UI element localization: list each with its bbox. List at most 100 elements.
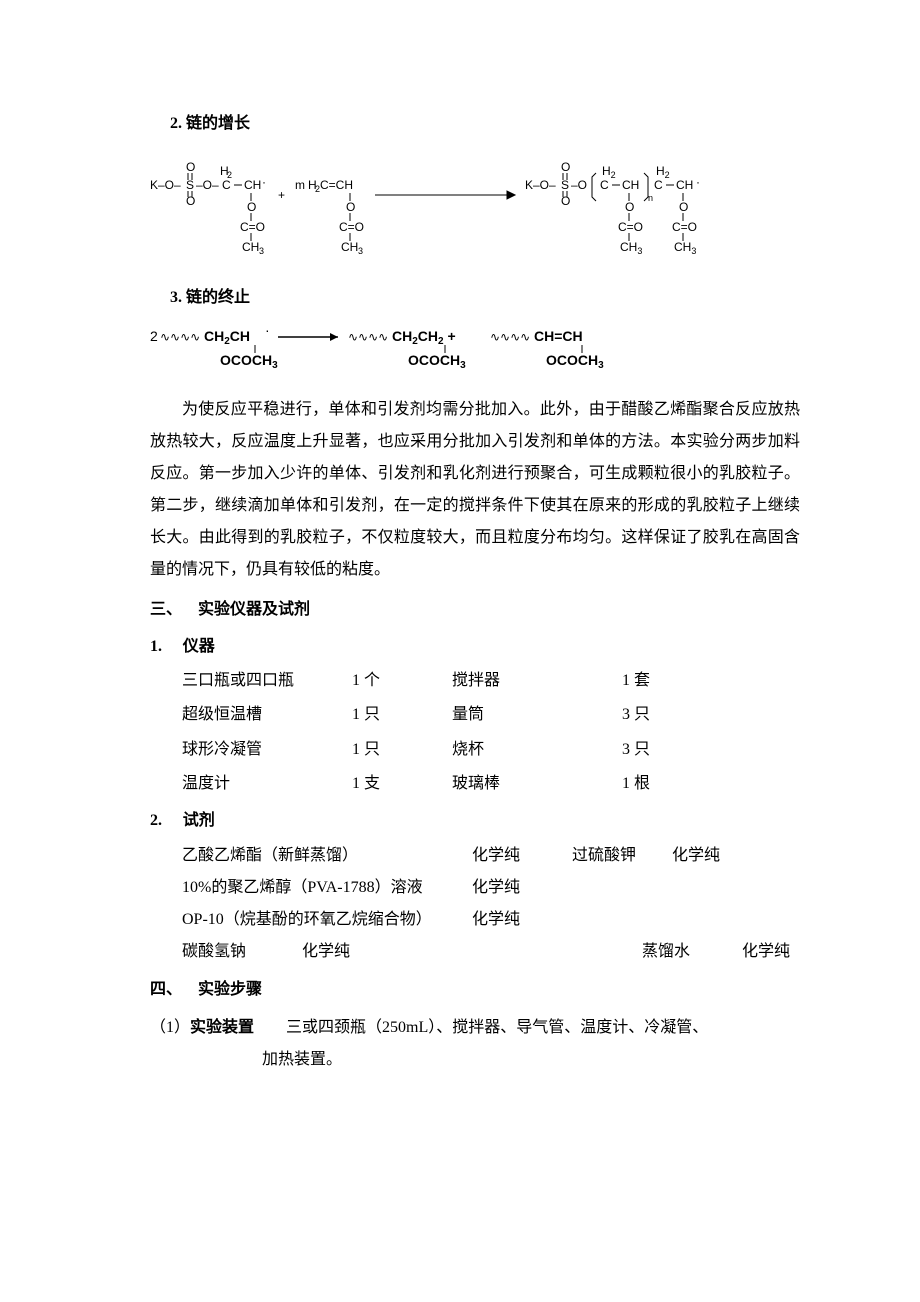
svg-text:O: O — [679, 200, 688, 214]
instruments-heading: 1. 仪器 — [150, 632, 800, 662]
table-cell: 1 根 — [622, 769, 682, 799]
svg-text:C=O: C=O — [672, 220, 697, 234]
svg-text:O: O — [625, 200, 634, 214]
svg-text:CH2CH: CH2CH — [204, 328, 250, 347]
r1-side-o: O — [247, 200, 256, 214]
r1-dash: –O– — [196, 178, 219, 192]
r1-ch: CH — [244, 178, 261, 192]
t-wavy1: ∿∿∿∿ — [160, 330, 200, 344]
p-repeat-c: C — [600, 178, 609, 192]
body-paragraph-1: 为使反应平稳进行，单体和引发剂均需分批加入。此外，由于醋酸乙烯酯聚合反应放热放热… — [150, 394, 800, 586]
table-cell: 温度计 — [182, 769, 312, 799]
instruments-table: 三口瓶或四口瓶 1 个 搅拌器 1 套 超级恒温槽 1 只 量筒 3 只 球形冷… — [182, 666, 800, 800]
sec3-num: 三、 — [150, 601, 182, 618]
table-row: 10%的聚乙烯醇（PVA-1788）溶液 化学纯 — [182, 872, 800, 904]
section-2-heading: 2. 链的增长 — [170, 110, 800, 139]
reagent-label: 试剂 — [183, 812, 215, 829]
section-3-term-heading: 3. 链的终止 — [170, 284, 800, 313]
svg-text:CH=CH: CH=CH — [534, 328, 583, 344]
table-cell: 化学纯 — [472, 840, 562, 872]
step1-num: （1） — [150, 1019, 190, 1036]
table-cell — [672, 872, 762, 904]
table-cell: 球形冷凝管 — [182, 735, 312, 765]
svg-text:CH3: CH3 — [674, 240, 696, 256]
chain-termination-scheme: 2 ∿∿∿∿ CH2CH · OCOCH3 ∿∿∿∿ CH2CH2 + OCOC… — [150, 323, 800, 384]
table-cell: 化学纯 — [472, 904, 562, 936]
p-o-above: O — [561, 160, 570, 174]
instr-num: 1. — [150, 632, 179, 662]
svg-text:CH: CH — [676, 178, 693, 192]
step1-label: 实验装置 — [190, 1019, 254, 1036]
svg-text:OCOCH3: OCOCH3 — [220, 352, 278, 371]
svg-text:CH2CH2 +: CH2CH2 + — [392, 328, 456, 347]
r1-h2sub: 2 — [227, 170, 232, 180]
r1-side-co: C=O — [240, 220, 265, 234]
table-cell: 过硫酸钾 — [572, 840, 662, 872]
instr-label: 仪器 — [183, 638, 215, 655]
svg-text:OCOCH3: OCOCH3 — [546, 352, 604, 371]
section-3-heading: 三、 实验仪器及试剂 — [150, 594, 800, 626]
table-cell: 1 支 — [352, 769, 412, 799]
table-cell — [402, 936, 632, 968]
step-1: （1）实验装置 三或四颈瓶（250mL）、搅拌器、导气管、温度计、冷凝管、 加热… — [150, 1012, 800, 1076]
t-two: 2 — [150, 328, 158, 344]
mono-side-co: C=O — [339, 220, 364, 234]
svg-text:∿∿∿∿: ∿∿∿∿ — [490, 330, 530, 344]
table-cell: 乙酸乙烯酯（新鲜蒸馏） — [182, 840, 462, 872]
step1-text2: 加热装置。 — [150, 1044, 800, 1076]
r1-c2: C — [222, 178, 231, 192]
table-cell: 1 只 — [352, 700, 412, 730]
table-cell: 烧杯 — [452, 735, 582, 765]
sec4-num: 四、 — [150, 981, 182, 998]
table-cell — [572, 904, 662, 936]
table-cell: 超级恒温槽 — [182, 700, 312, 730]
table-cell: 玻璃棒 — [452, 769, 582, 799]
table-cell: 1 个 — [352, 666, 412, 696]
step1-text1: 三或四颈瓶（250mL）、搅拌器、导气管、温度计、冷凝管、 — [286, 1019, 708, 1036]
step1-gap — [254, 1019, 286, 1036]
p-prefix: K–O– — [525, 178, 556, 192]
reagents-table: 乙酸乙烯酯（新鲜蒸馏） 化学纯 过硫酸钾 化学纯 10%的聚乙烯醇（PVA-17… — [182, 840, 800, 968]
table-cell: 3 只 — [622, 735, 682, 765]
table-cell — [572, 872, 662, 904]
table-cell: 碳酸氢钠 — [182, 936, 292, 968]
svg-text:C: C — [654, 178, 663, 192]
table-cell: 蒸馏水 — [642, 936, 732, 968]
r1-sulfur: S — [186, 178, 194, 192]
section-4-heading: 四、 实验步骤 — [150, 974, 800, 1006]
table-cell: 1 套 — [622, 666, 682, 696]
svg-text:OCOCH3: OCOCH3 — [408, 352, 466, 371]
svg-text:CH3: CH3 — [620, 240, 642, 256]
table-cell: OP-10（烷基酚的环氧乙烷缩合物） — [182, 904, 462, 936]
table-cell — [672, 904, 762, 936]
p-n: n — [648, 193, 653, 203]
p-dash: –O — [571, 178, 587, 192]
sec4-title: 实验步骤 — [198, 981, 262, 998]
mono-c-eq: C=CH — [320, 178, 353, 192]
r1-prefix: K–O– — [150, 178, 181, 192]
mono-side-ch3-sub: 3 — [358, 246, 363, 256]
r1-side-ch3-sub: 3 — [259, 246, 264, 256]
table-cell: 搅拌器 — [452, 666, 582, 696]
reaction-arrow — [375, 191, 515, 199]
table-cell: 化学纯 — [302, 936, 392, 968]
sec3-title: 实验仪器及试剂 — [198, 601, 310, 618]
plus-sign: + — [278, 188, 285, 202]
table-cell: 1 只 — [352, 735, 412, 765]
t-dot: · — [265, 323, 270, 338]
reagents-heading: 2. 试剂 — [150, 806, 800, 836]
mono-side-ch3: CH — [341, 240, 358, 254]
p-o-below: O — [561, 194, 570, 208]
table-cell: 量筒 — [452, 700, 582, 730]
table-cell: 10%的聚乙烯醇（PVA-1788）溶液 — [182, 872, 462, 904]
table-row: 碳酸氢钠 化学纯 蒸馏水 化学纯 — [182, 936, 800, 968]
document-page: 2. 链的增长 K–O– S O O –O– C H 2 CH — [0, 0, 920, 1302]
r1-side-ch3: CH — [242, 240, 259, 254]
table-row: 乙酸乙烯酯（新鲜蒸馏） 化学纯 过硫酸钾 化学纯 — [182, 840, 800, 872]
table-cell: 化学纯 — [742, 936, 832, 968]
table-row: OP-10（烷基酚的环氧乙烷缩合物） 化学纯 — [182, 904, 800, 936]
svg-text:C=O: C=O — [618, 220, 643, 234]
table-cell: 三口瓶或四口瓶 — [182, 666, 312, 696]
table-cell: 化学纯 — [672, 840, 762, 872]
r1-o-below: O — [186, 194, 195, 208]
